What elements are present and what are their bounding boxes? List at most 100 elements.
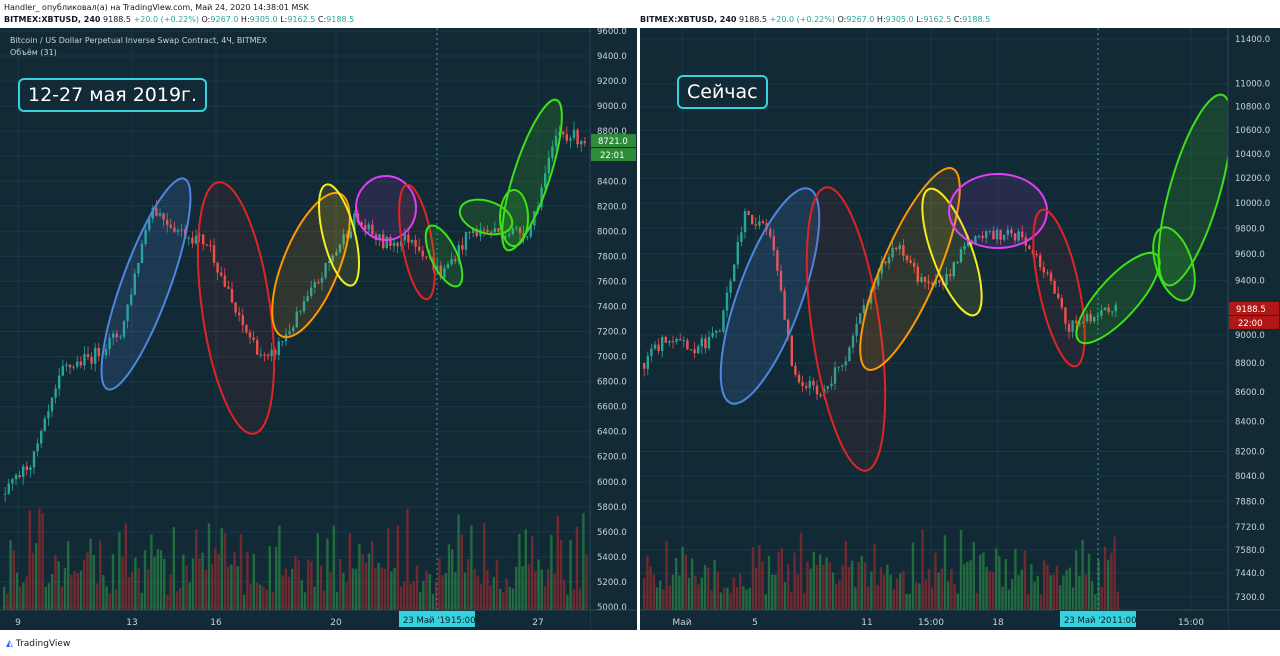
volume-bar xyxy=(1027,593,1030,610)
left-chart-svg[interactable]: 9600.09400.09200.09000.08800.08600.08400… xyxy=(0,28,637,630)
left-low: 9162.5 xyxy=(287,15,316,24)
volume-bar xyxy=(31,552,35,610)
volume-bar xyxy=(185,565,188,610)
price-tick-label: 9600.0 xyxy=(597,28,627,37)
candle-body xyxy=(302,301,306,312)
volume-bar xyxy=(879,567,883,610)
crosshair-date-box xyxy=(1060,611,1136,627)
candle-body xyxy=(776,250,779,271)
volume-bar xyxy=(739,573,742,610)
candle-body xyxy=(1089,314,1092,322)
price-tick-label: 6800.0 xyxy=(597,378,627,388)
candle-body xyxy=(772,236,775,251)
volume-bar xyxy=(985,567,988,610)
volume-bar xyxy=(719,592,723,610)
price-tick-label: 7720.0 xyxy=(1235,523,1265,533)
candle-body xyxy=(328,261,331,264)
right-chart-panel[interactable]: 11400.0 11000.0 10800.0 10600.0 10400.0 10200… xyxy=(640,28,1280,630)
candle-body xyxy=(841,365,844,367)
candle-body xyxy=(977,235,981,237)
candle-body xyxy=(790,335,793,366)
candle-body xyxy=(902,245,905,256)
candle-body xyxy=(392,242,396,247)
candle-body xyxy=(378,234,381,240)
candle-body xyxy=(1064,307,1067,324)
volume-bar xyxy=(665,540,668,610)
right-chart-svg[interactable]: 11400.0 11000.0 10800.0 10600.0 10400.0 10200… xyxy=(640,28,1280,630)
candle-body xyxy=(4,493,7,495)
volume-bar xyxy=(489,585,492,610)
candle-body xyxy=(580,141,583,145)
candle-body xyxy=(338,244,342,252)
candle-body xyxy=(985,231,988,239)
candle-body xyxy=(704,338,707,349)
volume-bar xyxy=(255,582,259,610)
volume-bar xyxy=(758,545,761,610)
top-bar: Handler_ опубликовал(а) на TradingView.c… xyxy=(0,0,1280,28)
volume-bar xyxy=(982,552,985,610)
volume-bar xyxy=(995,548,998,610)
candle-body xyxy=(367,224,370,230)
candle-body xyxy=(205,244,208,246)
candle-body xyxy=(72,366,75,368)
publisher-line: Handler_ опубликовал(а) на TradingView.c… xyxy=(4,3,309,12)
candle-body xyxy=(475,228,478,236)
candle-body xyxy=(526,236,529,238)
volume-bar xyxy=(854,587,857,610)
candle-body xyxy=(119,336,122,338)
volume-bar xyxy=(460,534,463,610)
volume-bar xyxy=(566,594,569,610)
candle-body xyxy=(270,349,273,356)
right-change: +20.0 (+0.22%) xyxy=(769,15,835,24)
left-period-callout: 12-27 мая 2019г. xyxy=(18,78,208,112)
volume-bar xyxy=(246,551,249,610)
candle-body xyxy=(826,386,829,389)
candle-body xyxy=(661,336,664,352)
volume-bar xyxy=(156,549,159,610)
candle-body xyxy=(191,237,194,244)
tradingview-logo[interactable]: ◭ TradingView xyxy=(6,639,70,649)
candle-body xyxy=(497,228,500,232)
candle-body xyxy=(880,261,883,274)
price-tick-label: 8400.0 xyxy=(1235,417,1265,427)
price-tick-label: 7200.0 xyxy=(597,328,627,338)
volume-bar xyxy=(271,592,275,610)
volume-bar xyxy=(681,546,684,610)
candle-body xyxy=(65,364,68,366)
candle-body xyxy=(657,344,660,352)
candle-body xyxy=(346,233,349,238)
candle-body xyxy=(133,273,136,295)
candle-body xyxy=(504,235,507,238)
candle-body xyxy=(86,354,90,358)
volume-bar xyxy=(419,592,422,610)
volume-bar xyxy=(547,569,550,610)
candle-body xyxy=(266,354,270,356)
volume-bar xyxy=(1039,594,1043,610)
volume-bar xyxy=(655,587,659,610)
candle-body xyxy=(436,265,439,270)
volume-bar xyxy=(1014,548,1017,610)
volume-bar xyxy=(227,566,230,610)
volume-bar xyxy=(259,584,262,610)
volume-bar xyxy=(159,550,163,610)
volume-bar xyxy=(169,574,172,610)
volume-bar xyxy=(172,527,175,610)
candle-body xyxy=(895,247,898,250)
candle-body xyxy=(999,229,1002,240)
candle-body xyxy=(898,245,901,250)
price-tick-label: 10400.0 xyxy=(1235,150,1270,160)
candle-body xyxy=(32,451,36,468)
price-tick-label: 11000.0 xyxy=(1235,80,1270,90)
candle-body xyxy=(310,287,313,297)
volume-bar xyxy=(895,578,899,610)
volume-bar xyxy=(899,573,902,610)
countdown-box xyxy=(591,148,636,162)
candle-body xyxy=(331,255,334,262)
volume-bar xyxy=(559,539,563,610)
volume-bar xyxy=(556,515,559,610)
left-chart-panel[interactable]: 9600.09400.09200.09000.08800.08600.08400… xyxy=(0,28,637,630)
price-tick-label: 7880.0 xyxy=(1235,497,1265,507)
time-tick-label: 9 xyxy=(15,618,21,628)
volume-bar xyxy=(92,554,95,610)
candle-body xyxy=(1013,233,1017,241)
